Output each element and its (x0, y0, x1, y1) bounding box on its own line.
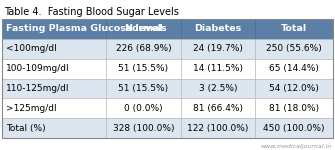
Text: 3 (2.5%): 3 (2.5%) (199, 84, 237, 93)
Text: 81 (18.0%): 81 (18.0%) (269, 104, 319, 113)
Text: 14 (11.5%): 14 (11.5%) (193, 64, 243, 73)
Text: 226 (68.9%): 226 (68.9%) (116, 44, 171, 53)
Text: Total: Total (281, 24, 307, 33)
Bar (255, 59, 333, 78)
Text: 51 (15.5%): 51 (15.5%) (119, 84, 169, 93)
Text: 0 (0.0%): 0 (0.0%) (124, 104, 163, 113)
Bar (106, 39, 181, 59)
Bar (181, 39, 255, 59)
Bar (181, 98, 255, 118)
Bar (106, 19, 181, 39)
Bar (181, 78, 255, 98)
Bar (2, 19, 106, 39)
Bar (255, 98, 333, 118)
Bar (2, 118, 106, 138)
Bar (106, 78, 181, 98)
Text: >125mg/dl: >125mg/dl (6, 104, 57, 113)
Bar (106, 98, 181, 118)
Bar (106, 59, 181, 78)
Text: 250 (55.6%): 250 (55.6%) (266, 44, 322, 53)
Text: 51 (15.5%): 51 (15.5%) (119, 64, 169, 73)
Bar (2, 98, 106, 118)
Text: 450 (100.0%): 450 (100.0%) (263, 124, 325, 133)
Bar (106, 118, 181, 138)
Bar (255, 78, 333, 98)
Bar (255, 19, 333, 39)
Text: 24 (19.7%): 24 (19.7%) (193, 44, 243, 53)
Bar (181, 59, 255, 78)
Text: Total (%): Total (%) (6, 124, 46, 133)
Text: Normal: Normal (124, 24, 163, 33)
Text: <100mg/dl: <100mg/dl (6, 44, 57, 53)
Text: 65 (14.4%): 65 (14.4%) (269, 64, 319, 73)
Bar (255, 39, 333, 59)
Bar (2, 19, 333, 138)
Text: Fasting Plasma Glucose levels: Fasting Plasma Glucose levels (6, 24, 166, 33)
Text: Diabetes: Diabetes (194, 24, 242, 33)
Text: 54 (12.0%): 54 (12.0%) (269, 84, 319, 93)
Bar (2, 78, 106, 98)
Bar (2, 39, 106, 59)
Bar (255, 118, 333, 138)
Text: 100-109mg/dl: 100-109mg/dl (6, 64, 70, 73)
Text: 122 (100.0%): 122 (100.0%) (187, 124, 249, 133)
Bar (181, 19, 255, 39)
Text: Table 4.  Fasting Blood Sugar Levels: Table 4. Fasting Blood Sugar Levels (4, 7, 179, 17)
Text: www.medicaljournal.in: www.medicaljournal.in (261, 144, 332, 149)
Bar (181, 118, 255, 138)
Text: 81 (66.4%): 81 (66.4%) (193, 104, 243, 113)
Text: 110-125mg/dl: 110-125mg/dl (6, 84, 69, 93)
Text: 328 (100.0%): 328 (100.0%) (113, 124, 174, 133)
Bar (2, 59, 106, 78)
